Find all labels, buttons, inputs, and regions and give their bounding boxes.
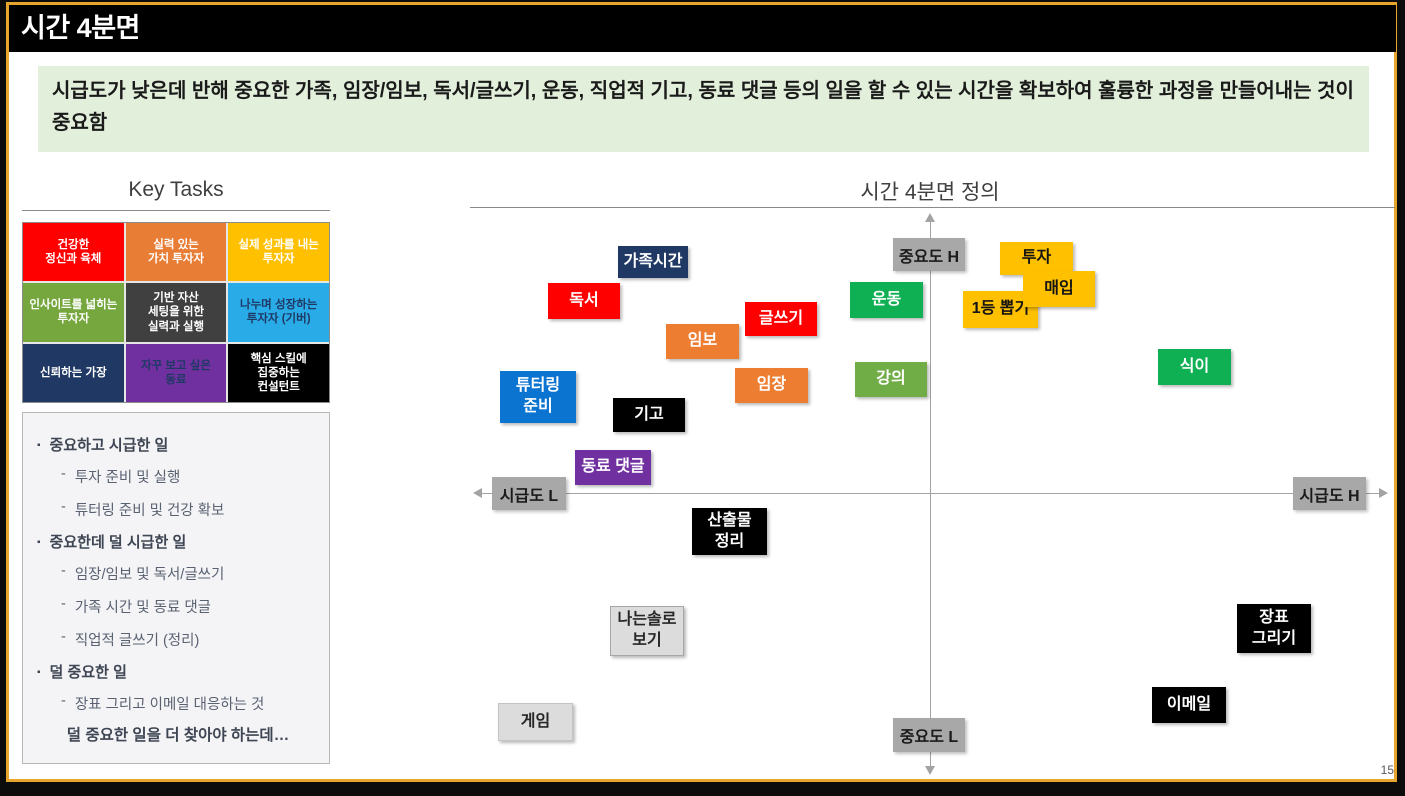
chart-item-box: 강의 (855, 362, 927, 397)
key-task-cell: 신뢰하는 가장 (23, 343, 124, 402)
note-item-text: 튜터링 준비 및 건강 확보 (74, 503, 225, 519)
axis-label-urgency-low: 시급도 L (492, 477, 566, 510)
square-bullet-icon: ▪ (37, 440, 41, 451)
chart-item-box: 동료 댓글 (575, 450, 651, 485)
note-item: - 직업적 글쓰기 (정리) (37, 629, 319, 650)
key-task-cell: 기반 자산 세팅을 위한 실력과 실행 (125, 283, 227, 342)
page-number: 15 (1380, 763, 1394, 777)
chart-title-divider (470, 207, 1395, 208)
page-title: 시간 4분면 (21, 13, 140, 43)
chart-item-box: 가족시간 (618, 246, 688, 278)
key-task-cell: 핵심 스킬에 집중하는 컨설턴트 (228, 343, 329, 402)
axis-label-importance-low: 중요도 L (893, 718, 965, 752)
axis-label-importance-high: 중요도 H (893, 238, 965, 271)
note-item-text: 임장/임보 및 독서/글쓰기 (74, 567, 225, 583)
key-task-cell: 자꾸 보고 싶은 동료 (125, 343, 227, 402)
chart-item-box: 게임 (498, 703, 573, 741)
dash-bullet-icon: - (61, 563, 66, 579)
note-heading-text: 중요한데 덜 시급한 일 (49, 534, 187, 551)
arrow-down-icon (925, 766, 935, 775)
chart-item-box: 매입 (1023, 271, 1095, 307)
summary-box: 시급도가 낮은데 반해 중요한 가족, 임장/임보, 독서/글쓰기, 운동, 직… (38, 66, 1369, 152)
chart-item-box: 튜터링 준비 (500, 371, 576, 423)
key-task-cell: 건강한 정신과 육체 (23, 223, 124, 282)
key-tasks-title: Key Tasks (128, 178, 224, 201)
dash-bullet-icon: - (61, 466, 66, 482)
chart-item-box: 임보 (666, 324, 739, 359)
note-item-text: 투자 준비 및 실행 (74, 470, 181, 486)
key-task-cell: 인사이트를 넓히는 투자자 (23, 283, 124, 342)
note-item-text: 가족 시간 및 동료 댓글 (74, 600, 212, 616)
square-bullet-icon: ▪ (37, 537, 41, 548)
arrow-up-icon (925, 213, 935, 222)
axis-label-urgency-high: 시급도 H (1293, 477, 1366, 510)
note-heading: ▪ 중요한데 덜 시급한 일 (37, 531, 319, 552)
chart-item-box: 이메일 (1152, 687, 1226, 723)
horizontal-axis (482, 493, 1379, 494)
summary-text: 시급도가 낮은데 반해 중요한 가족, 임장/임보, 독서/글쓰기, 운동, 직… (52, 80, 1354, 134)
chart-item-box: 나는솔로 보기 (610, 606, 684, 656)
chart-item-box: 장표 그리기 (1237, 604, 1311, 653)
notes-footer: 덜 중요한 일을 더 찾아야 하는데… (66, 727, 290, 744)
note-item: - 임장/임보 및 독서/글쓰기 (37, 563, 319, 584)
note-heading-text: 중요하고 시급한 일 (49, 437, 169, 454)
note-item: - 장표 그리고 이메일 대응하는 것 (37, 693, 319, 714)
chart-item-box: 독서 (548, 283, 620, 319)
dash-bullet-icon: - (61, 629, 66, 645)
note-heading-text: 덜 중요한 일 (49, 664, 127, 681)
note-item-text: 직업적 글쓰기 (정리) (74, 633, 200, 649)
vertical-axis (930, 222, 931, 766)
chart-item-box: 글쓰기 (745, 302, 817, 336)
notes-panel: ▪ 중요하고 시급한 일 - 투자 준비 및 실행 - 튜터링 준비 및 건강 … (22, 412, 330, 764)
chart-item-box: 운동 (850, 282, 923, 318)
chart-item-box: 기고 (613, 398, 685, 432)
note-item: - 가족 시간 및 동료 댓글 (37, 596, 319, 617)
square-bullet-icon: ▪ (37, 667, 41, 678)
note-heading: ▪ 중요하고 시급한 일 (37, 434, 319, 455)
key-tasks-divider (22, 210, 330, 211)
chart-item-box: 산출물 정리 (692, 508, 767, 555)
key-task-cell: 실력 있는 가치 투자자 (125, 223, 227, 282)
chart-item-box: 임장 (735, 368, 808, 403)
note-item: - 튜터링 준비 및 건강 확보 (37, 499, 319, 520)
arrow-left-icon (473, 488, 482, 498)
key-tasks-grid: 건강한 정신과 육체 실력 있는 가치 투자자 실제 성과를 내는 투자자 인사… (22, 222, 330, 403)
note-heading: ▪ 덜 중요한 일 (37, 661, 319, 682)
note-item: - 투자 준비 및 실행 (37, 466, 319, 487)
arrow-right-icon (1379, 488, 1388, 498)
chart-item-box: 식이 (1158, 349, 1231, 385)
note-item-text: 장표 그리고 이메일 대응하는 것 (74, 697, 265, 713)
key-task-cell: 나누며 성장하는 투자자 (기버) (228, 283, 329, 342)
dash-bullet-icon: - (61, 596, 66, 612)
title-bar: 시간 4분면 (9, 5, 1396, 52)
dash-bullet-icon: - (61, 499, 66, 515)
dash-bullet-icon: - (61, 693, 66, 709)
chart-item-box: 투자 (1000, 242, 1073, 275)
key-task-cell: 실제 성과를 내는 투자자 (228, 223, 329, 282)
chart-title: 시간 4분면 정의 (860, 181, 1000, 204)
